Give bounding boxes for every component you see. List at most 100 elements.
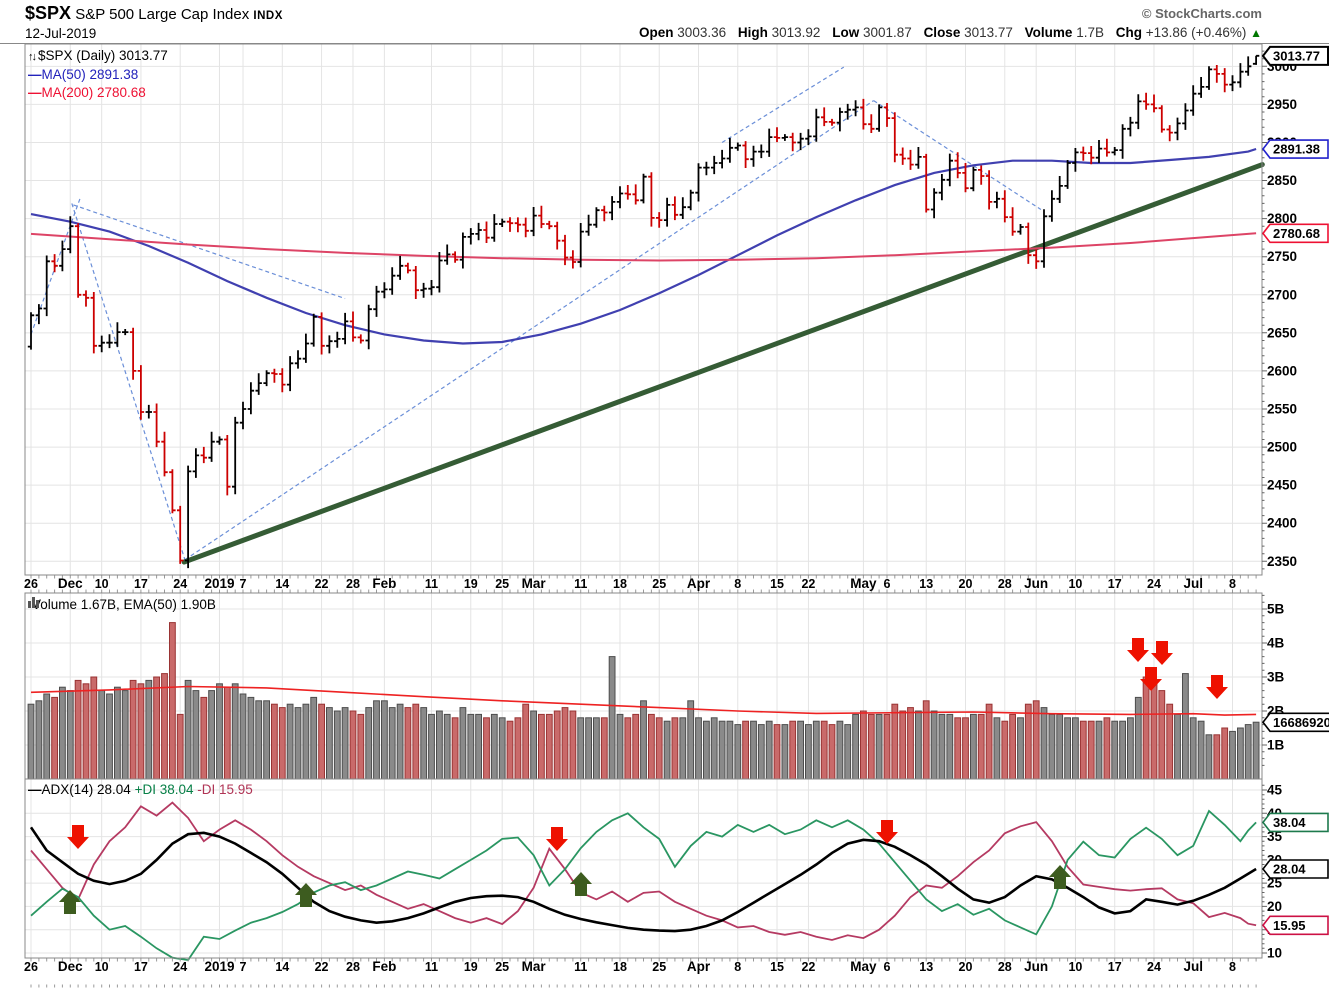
svg-text:28: 28 — [346, 577, 360, 591]
svg-text:11: 11 — [574, 577, 587, 591]
svg-text:10: 10 — [1267, 946, 1282, 961]
plus-di-line — [30, 809, 1257, 961]
svg-text:13: 13 — [919, 577, 933, 591]
open-value: 3003.36 — [677, 25, 727, 40]
stockcharts-credit: © StockCharts.com — [1141, 6, 1262, 21]
svg-text:14: 14 — [275, 960, 289, 974]
svg-text:2850: 2850 — [1267, 173, 1297, 188]
svg-text:2750: 2750 — [1267, 249, 1297, 264]
price-legend-ma200: —MA(200) 2780.68 — [28, 85, 146, 100]
x-axis-ticks — [30, 575, 1257, 988]
svg-text:26: 26 — [24, 577, 38, 591]
chart-title: $SPX S&P 500 Large Cap Index INDX — [25, 3, 283, 24]
svg-text:2700: 2700 — [1267, 287, 1297, 302]
close-value: 3013.77 — [964, 25, 1013, 40]
svg-text:8: 8 — [734, 960, 741, 974]
dashed-trendlines — [30, 66, 1042, 561]
adx-line — [29, 826, 1257, 933]
svg-text:25: 25 — [652, 577, 666, 591]
svg-text:8: 8 — [734, 577, 741, 591]
svg-text:2800: 2800 — [1267, 211, 1297, 226]
svg-text:11: 11 — [574, 960, 587, 974]
volume-label: Volume — [1024, 25, 1073, 40]
svg-text:20: 20 — [1267, 899, 1282, 914]
svg-text:10: 10 — [95, 577, 109, 591]
svg-text:8: 8 — [1229, 577, 1236, 591]
svg-text:24: 24 — [1147, 577, 1161, 591]
svg-text:28: 28 — [346, 960, 360, 974]
svg-text:22: 22 — [315, 577, 329, 591]
svg-text:7: 7 — [240, 577, 247, 591]
svg-text:2500: 2500 — [1267, 440, 1297, 455]
svg-text:Jul: Jul — [1183, 576, 1203, 591]
svg-text:10: 10 — [1068, 960, 1082, 974]
svg-text:22: 22 — [315, 960, 329, 974]
price-legend-ma50: —MA(50) 2891.38 — [28, 67, 139, 82]
adx-legend-pdi: +DI 38.04 — [134, 782, 194, 797]
price-legend: ↑↓ $SPX (Daily) 3013.77 —MA(50) 2891.38 —… — [28, 47, 168, 102]
price-y-axis-labels: 2350 2400 2450 2500 2550 2600 2650 2700 2750 2800… — [1267, 59, 1297, 569]
svg-text:15.95: 15.95 — [1273, 918, 1306, 933]
high-value: 3013.92 — [771, 25, 821, 40]
svg-text:2950: 2950 — [1267, 97, 1297, 112]
quote-summary: Open 3003.36 High 3013.92 Low 3001.87 Cl… — [639, 25, 1262, 40]
axis-value-tags: 3013.77 2891.38 2780.68 16686920 38.04 28.04 1… — [1261, 45, 1329, 936]
svg-text:24: 24 — [173, 960, 187, 974]
ma50-line — [30, 147, 1257, 345]
ma200-swatch-icon: — — [28, 85, 42, 100]
svg-text:Feb: Feb — [372, 576, 396, 591]
svg-text:17: 17 — [134, 577, 148, 591]
svg-text:5B: 5B — [1267, 602, 1285, 617]
svg-text:3013.77: 3013.77 — [1273, 48, 1320, 63]
panel-borders — [0, 43, 1329, 959]
svg-text:6: 6 — [884, 960, 891, 974]
svg-text:Dec: Dec — [58, 959, 83, 974]
svg-text:2450: 2450 — [1267, 478, 1297, 493]
adx-legend-ndi: -DI 15.95 — [197, 782, 253, 797]
svg-text:25: 25 — [495, 577, 509, 591]
svg-text:Apr: Apr — [687, 959, 711, 974]
svg-text:1B: 1B — [1267, 738, 1285, 753]
svg-text:11: 11 — [425, 960, 438, 974]
volume-signal-arrows-down — [1127, 638, 1228, 699]
svg-text:May: May — [850, 576, 877, 591]
minus-di-line — [30, 801, 1257, 941]
svg-text:2650: 2650 — [1267, 325, 1297, 340]
svg-text:10: 10 — [1068, 577, 1082, 591]
ohlc-bars-icon: ↑↓ — [28, 51, 37, 63]
adx-swatch-icon: — — [28, 782, 42, 797]
high-label: High — [737, 25, 768, 40]
svg-text:22: 22 — [801, 577, 815, 591]
svg-text:Dec: Dec — [58, 576, 83, 591]
svg-text:35: 35 — [1267, 829, 1283, 844]
svg-text:May: May — [850, 959, 877, 974]
svg-text:24: 24 — [1147, 960, 1161, 974]
price-bars-down — [51, 65, 1228, 564]
adx-signal-arrows-up — [59, 865, 1071, 914]
svg-text:18: 18 — [613, 960, 627, 974]
svg-text:4B: 4B — [1267, 636, 1285, 651]
ticker-symbol: $SPX — [25, 3, 72, 23]
svg-text:2550: 2550 — [1267, 401, 1297, 416]
svg-text:2400: 2400 — [1267, 516, 1297, 531]
svg-text:25: 25 — [1267, 876, 1283, 891]
volume-bars — [27, 622, 1260, 780]
svg-text:2019: 2019 — [204, 576, 234, 591]
chg-label: Chg — [1115, 25, 1142, 40]
exchange-tag: INDX — [253, 10, 283, 22]
svg-text:2780.68: 2780.68 — [1273, 226, 1320, 241]
svg-text:Jul: Jul — [1183, 959, 1203, 974]
adx-legend: —ADX(14) 28.04 +DI 38.04 -DI 15.95 — [28, 782, 253, 797]
svg-text:28.04: 28.04 — [1273, 861, 1306, 876]
svg-text:38.04: 38.04 — [1273, 815, 1306, 830]
low-value: 3001.87 — [862, 25, 912, 40]
svg-text:20: 20 — [959, 960, 973, 974]
adx-signal-arrows-down — [67, 820, 898, 851]
svg-text:16686920: 16686920 — [1273, 715, 1329, 730]
svg-text:28: 28 — [998, 960, 1012, 974]
svg-text:Feb: Feb — [372, 959, 396, 974]
svg-text:24: 24 — [173, 577, 187, 591]
chart-date: 12-Jul-2019 — [25, 26, 97, 41]
